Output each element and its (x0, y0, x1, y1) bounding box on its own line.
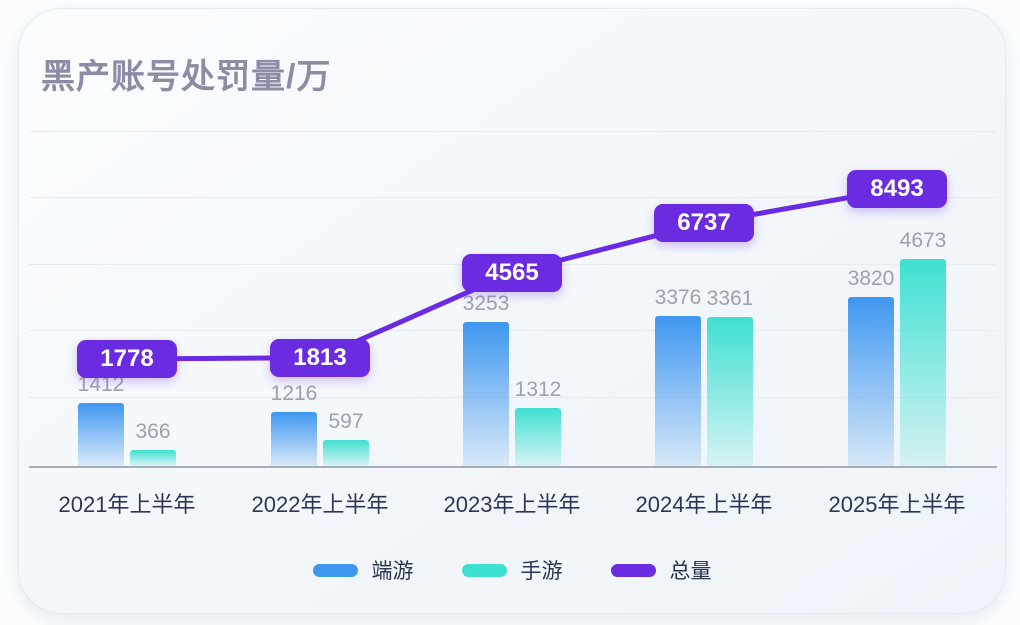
bar-pc-games-2025年上半年 (848, 297, 894, 466)
bar-mobile-games-2025年上半年 (900, 259, 946, 466)
x-axis-label: 2025年上半年 (828, 492, 966, 517)
x-axis-label: 2021年上半年 (58, 492, 196, 517)
legend-item-pc-games: 端游 (312, 555, 414, 585)
chart-title: 黑产账号处罚量/万 (41, 58, 332, 96)
legend-label: 端游 (371, 560, 414, 583)
bar-value-label: 1412 (77, 373, 125, 396)
x-axis-label: 2024年上半年 (635, 492, 773, 517)
bar-value-label: 4673 (899, 229, 947, 252)
legend-swatch-total (610, 563, 656, 577)
x-axis-label: 2023年上半年 (443, 492, 581, 517)
bar-pc-games-2024年上半年 (655, 316, 701, 466)
bar-mobile-games-2024年上半年 (707, 317, 753, 466)
line-point-label: 1813 (270, 338, 370, 377)
x-axis-line (29, 466, 997, 468)
legend-label: 总量 (669, 560, 712, 583)
legend-swatch-mobile-games (461, 563, 507, 577)
legend-label: 手游 (520, 560, 563, 583)
line-point-label: 4565 (462, 253, 562, 292)
legend-swatch-pc-games (312, 563, 358, 577)
chart-card: 黑产账号处罚量/万 1412 366 2021年上半年 1216 597 2022年上半年… (18, 8, 1006, 614)
bar-mobile-games-2023年上半年 (515, 408, 561, 466)
bar-mobile-games-2021年上半年 (130, 450, 176, 466)
x-axis-label: 2022年上半年 (251, 492, 389, 517)
legend-item-mobile-games: 手游 (461, 555, 563, 585)
gridline (29, 131, 997, 132)
legend: 端游 手游 总量 (19, 555, 1005, 585)
legend-item-total: 总量 (610, 555, 712, 585)
bar-value-label: 3361 (706, 287, 754, 310)
line-point-label: 1778 (77, 340, 177, 378)
bar-value-label: 1216 (270, 382, 318, 405)
line-point-label: 8493 (847, 170, 947, 208)
bar-value-label: 366 (135, 420, 171, 443)
bar-mobile-games-2022年上半年 (323, 440, 369, 466)
gridline (29, 397, 997, 398)
line-point-label: 6737 (654, 204, 754, 243)
bar-value-label: 3253 (462, 292, 510, 315)
bar-pc-games-2021年上半年 (78, 403, 124, 466)
plot-area: 1412 366 2021年上半年 1216 597 2022年上半年 3253 1312 20… (19, 9, 1005, 613)
bar-value-label: 1312 (514, 378, 562, 401)
bar-value-label: 597 (328, 410, 364, 433)
bar-pc-games-2022年上半年 (271, 412, 317, 466)
